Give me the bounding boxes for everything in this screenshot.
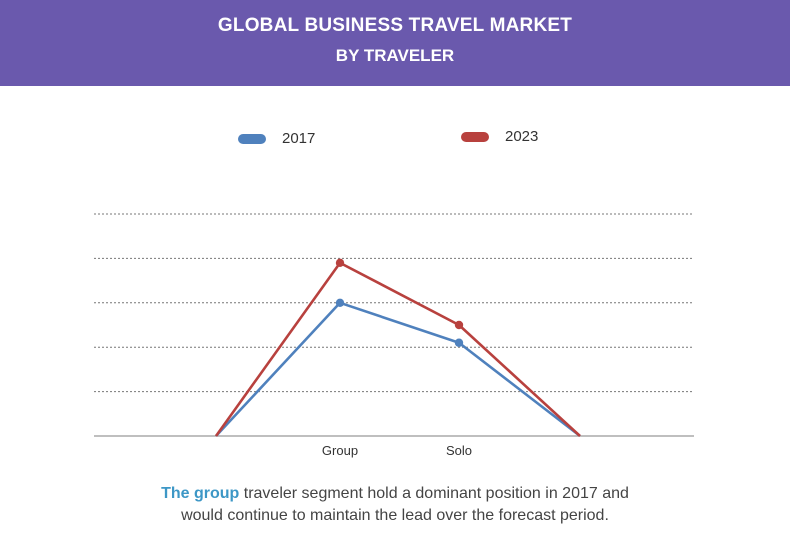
series-line-2023 — [214, 261, 581, 437]
x-tick-label-solo: Solo — [446, 443, 472, 458]
caption-line-2: would continue to maintain the lead over… — [181, 507, 609, 524]
data-point-2017-solo — [454, 338, 464, 347]
legend-label-2023: 2023 — [505, 128, 539, 145]
caption-highlight: The group — [161, 485, 240, 502]
legend-item-2017: 2017 — [238, 130, 315, 147]
x-tick-label-group: Group — [322, 443, 358, 458]
chart-title: GLOBAL BUSINESS TRAVEL MARKET — [217, 15, 573, 36]
caption-line-1: traveler segment hold a dominant positio… — [239, 485, 629, 502]
data-point-2023-solo — [454, 320, 464, 330]
legend-item-2023: 2023 — [461, 128, 538, 145]
legend-label-2017: 2017 — [282, 130, 316, 147]
caption: The group traveler segment hold a domina… — [0, 483, 790, 527]
line-chart: Group Solo — [94, 213, 694, 458]
data-point-2023-group — [335, 258, 345, 268]
series-line-2017 — [215, 301, 581, 438]
header-banner: GLOBAL BUSINESS TRAVEL MARKET BY TRAVELE… — [0, 0, 790, 86]
chart-subtitle: BY TRAVELER — [335, 46, 455, 65]
data-point-2017-group — [335, 298, 345, 307]
legend-swatch-2023 — [461, 131, 489, 142]
legend-swatch-2017 — [238, 133, 266, 144]
